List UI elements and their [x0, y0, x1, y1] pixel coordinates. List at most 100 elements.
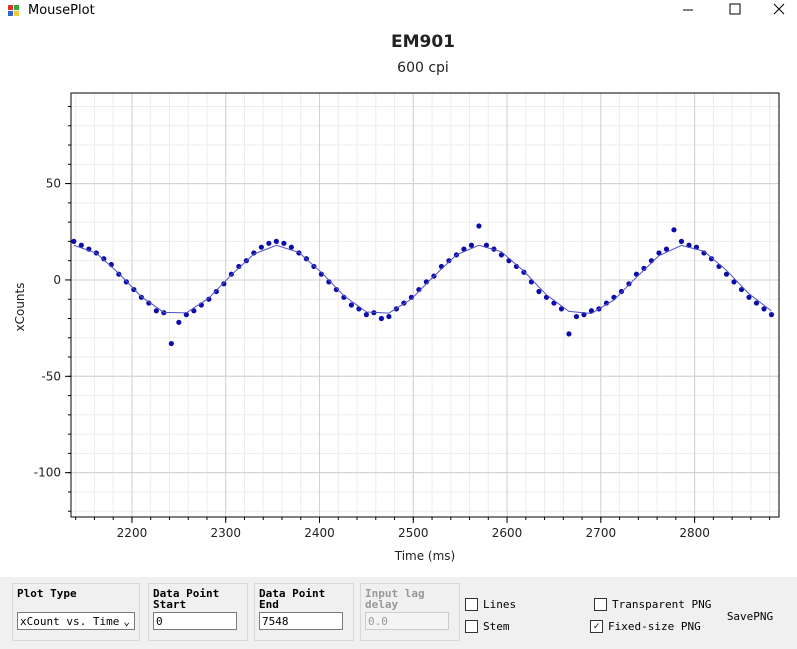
label: Plot Type	[17, 587, 77, 600]
x-tick-label: 2700	[586, 526, 617, 540]
lag-group: Input lag delay 0.0	[360, 583, 460, 641]
control-panel: Plot Type xCount vs. Time ⌄ Data Point St…	[0, 577, 797, 649]
data-point	[408, 294, 415, 300]
stem-checkbox[interactable]: Stem	[465, 620, 510, 633]
data-point	[603, 300, 610, 306]
input-value: 7548	[262, 615, 289, 628]
start-group: Data Point Start 0	[148, 583, 248, 641]
data-point	[251, 250, 257, 256]
checkbox-label: Transparent PNG	[612, 598, 712, 611]
data-point	[378, 315, 384, 322]
data-point	[573, 313, 580, 320]
data-point	[746, 294, 752, 300]
data-point	[753, 300, 760, 306]
lines-checkbox[interactable]: Lines	[465, 598, 516, 611]
save-button[interactable]: SavePNG	[720, 607, 780, 627]
data-point	[146, 300, 152, 306]
data-point	[543, 294, 550, 300]
data-point	[641, 265, 647, 271]
data-point	[191, 308, 197, 314]
data-point	[671, 227, 677, 233]
data-point	[768, 312, 775, 318]
data-point	[446, 258, 452, 264]
fixed-size-checkbox[interactable]: ✓ Fixed-size PNG	[590, 620, 701, 633]
select-value: xCount vs. Time	[20, 615, 120, 628]
data-point	[153, 308, 159, 314]
chart-subtitle: 600 cpi	[397, 60, 449, 76]
data-point	[618, 288, 625, 295]
data-point	[213, 288, 219, 295]
data-point	[663, 246, 670, 252]
transparent-checkbox[interactable]: Transparent PNG	[594, 598, 711, 611]
y-tick-label: 0	[53, 273, 61, 287]
x-tick-label: 2200	[117, 526, 148, 540]
data-point	[738, 286, 745, 293]
data-point	[656, 250, 662, 256]
chart: EM901 600 cpi Time (ms) xCounts 2200 2300…	[13, 32, 780, 563]
button-label: SavePNG	[726, 610, 774, 623]
data-point	[288, 244, 294, 250]
checkbox-label: Fixed-size PNG	[608, 620, 701, 633]
input-value: 0	[156, 615, 163, 628]
data-point	[363, 312, 369, 318]
data-point	[318, 271, 324, 277]
y-axis-label: xCounts	[13, 283, 27, 332]
data-point	[438, 263, 445, 270]
x-axis-label: Time (ms)	[394, 549, 456, 563]
checkbox-box: ✓	[590, 620, 603, 633]
data-point	[273, 238, 279, 244]
input-value: 0.0	[368, 615, 388, 628]
data-point	[626, 281, 632, 287]
label: Input lag delay	[365, 587, 425, 611]
label: Data Point Start	[153, 587, 220, 611]
data-point	[521, 269, 527, 275]
title-bar: MousePlot	[0, 0, 797, 22]
data-point	[333, 286, 339, 293]
window-buttons[interactable]	[677, 0, 797, 22]
data-point	[386, 313, 392, 320]
chart-title: EM901	[391, 32, 455, 52]
data-point	[206, 296, 212, 302]
data-point	[168, 340, 174, 347]
data-point	[461, 246, 467, 252]
data-point	[326, 279, 332, 285]
data-point	[348, 302, 354, 308]
x-tick-label: 2500	[398, 526, 429, 540]
data-point	[716, 263, 722, 270]
data-point	[221, 281, 227, 287]
plot-frame	[70, 92, 780, 518]
x-tick-label: 2400	[304, 526, 335, 540]
plot-type-group: Plot Type xCount vs. Time ⌄	[12, 583, 140, 641]
end-input[interactable]: 7548	[259, 612, 343, 630]
label: Data Point End	[259, 587, 326, 611]
data-point	[71, 238, 77, 244]
data-point	[513, 263, 520, 270]
plot-type-select[interactable]: xCount vs. Time ⌄	[17, 612, 135, 630]
data-point	[281, 240, 287, 246]
data-point	[423, 279, 430, 285]
checkbox-label: Lines	[483, 598, 517, 611]
y-tick-label: -50	[41, 369, 61, 383]
data-point	[228, 271, 234, 277]
data-point	[468, 242, 475, 248]
data-point	[611, 294, 617, 300]
data-point	[416, 286, 422, 293]
fit-line	[73, 244, 772, 314]
data-point	[528, 279, 535, 285]
data-point	[678, 238, 685, 244]
lag-input: 0.0	[365, 612, 449, 630]
y-tick-label: -100	[34, 466, 61, 480]
data-point	[236, 263, 242, 270]
data-point	[761, 306, 767, 312]
data-point	[101, 256, 107, 262]
x-tick-label: 2300	[210, 526, 241, 540]
data-point	[536, 288, 542, 295]
checkbox-box	[594, 598, 607, 611]
data-point	[558, 306, 565, 312]
data-point	[701, 250, 707, 256]
data-point	[78, 242, 84, 248]
start-input[interactable]: 0	[153, 612, 237, 630]
data-point	[476, 223, 482, 229]
checkbox-label: Stem	[483, 620, 510, 633]
